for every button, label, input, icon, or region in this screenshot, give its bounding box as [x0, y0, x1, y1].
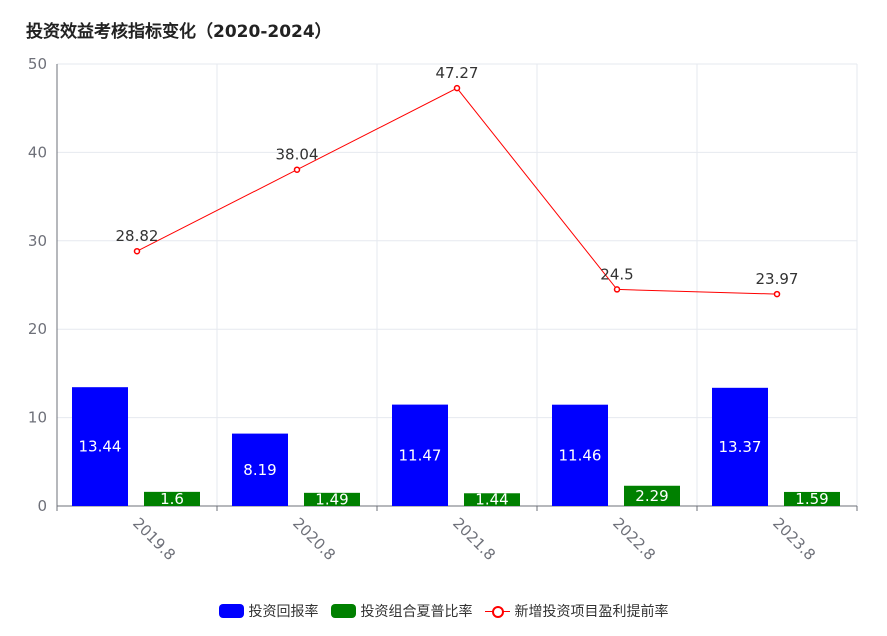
- bar-sharpe: [304, 492, 360, 506]
- line-value-label: 38.04: [276, 146, 319, 164]
- legend-swatch-blue: [218, 604, 244, 618]
- legend-label: 投资回报率: [248, 604, 319, 620]
- bar-value-label: 1.6: [160, 490, 184, 508]
- y-tick-label: 50: [28, 55, 47, 73]
- bar-sharpe: [144, 491, 200, 506]
- bar-value-label: 13.44: [79, 438, 122, 456]
- line-point: [773, 290, 781, 298]
- bar-value-label: 11.47: [399, 446, 442, 464]
- bar-value-label: 1.59: [795, 490, 828, 508]
- bar-roi: [72, 387, 128, 506]
- x-tick-label: 2021.8: [449, 514, 499, 564]
- line-value-label: 24.5: [600, 265, 633, 283]
- bar-sharpe: [464, 493, 520, 506]
- y-tick-label: 30: [28, 232, 47, 250]
- bar-roi: [232, 433, 288, 506]
- bar-roi: [392, 404, 448, 506]
- y-tick-label: 10: [28, 409, 47, 427]
- line-value-label: 47.27: [436, 64, 479, 82]
- y-tick-label: 40: [28, 143, 47, 161]
- legend-swatch-line-icon: [484, 604, 510, 618]
- bar-value-label: 13.37: [719, 438, 762, 456]
- chart-title: 投资效益考核指标变化（2020-2024）: [26, 22, 332, 42]
- x-tick-label: 2019.8: [129, 514, 179, 564]
- legend[interactable]: 投资回报率 投资组合夏普比率 新增投资项目盈利提前率: [0, 601, 887, 621]
- bar-sharpe: [784, 491, 840, 506]
- line-point: [613, 286, 621, 293]
- bar-value-label: 11.46: [559, 446, 602, 464]
- y-tick-label: 0: [37, 497, 47, 515]
- x-tick-label: 2023.8: [769, 514, 819, 564]
- bar-value-label: 8.19: [243, 461, 276, 479]
- bar-value-label: 1.44: [475, 491, 508, 509]
- line-series: [136, 87, 778, 295]
- legend-item-series-3[interactable]: 新增投资项目盈利提前率: [484, 601, 669, 621]
- legend-label: 投资组合夏普比率: [360, 604, 473, 620]
- legend-swatch-green: [330, 604, 356, 618]
- line-value-label: 28.82: [116, 227, 159, 245]
- legend-item-series-1[interactable]: 投资回报率: [218, 601, 319, 621]
- line-point: [293, 166, 301, 173]
- x-tick-label: 2020.8: [289, 514, 339, 564]
- chart-canvas: 0 10 20 30 40 50 13.44 1.6 2019.8 8.19 1.49 2020.8 1…: [28, 55, 858, 564]
- bar-value-label: 1.49: [315, 490, 348, 508]
- line-point: [453, 84, 461, 92]
- bar-roi: [552, 404, 608, 506]
- bar-sharpe: [624, 485, 680, 506]
- line-value-label: 23.97: [756, 270, 799, 288]
- x-tick-label: 2022.8: [609, 514, 659, 564]
- bar-value-label: 2.29: [635, 487, 668, 505]
- legend-item-series-2[interactable]: 投资组合夏普比率: [330, 601, 473, 621]
- y-tick-label: 20: [28, 320, 47, 338]
- line-point: [133, 247, 141, 255]
- legend-label: 新增投资项目盈利提前率: [514, 604, 669, 620]
- bar-roi: [712, 387, 768, 506]
